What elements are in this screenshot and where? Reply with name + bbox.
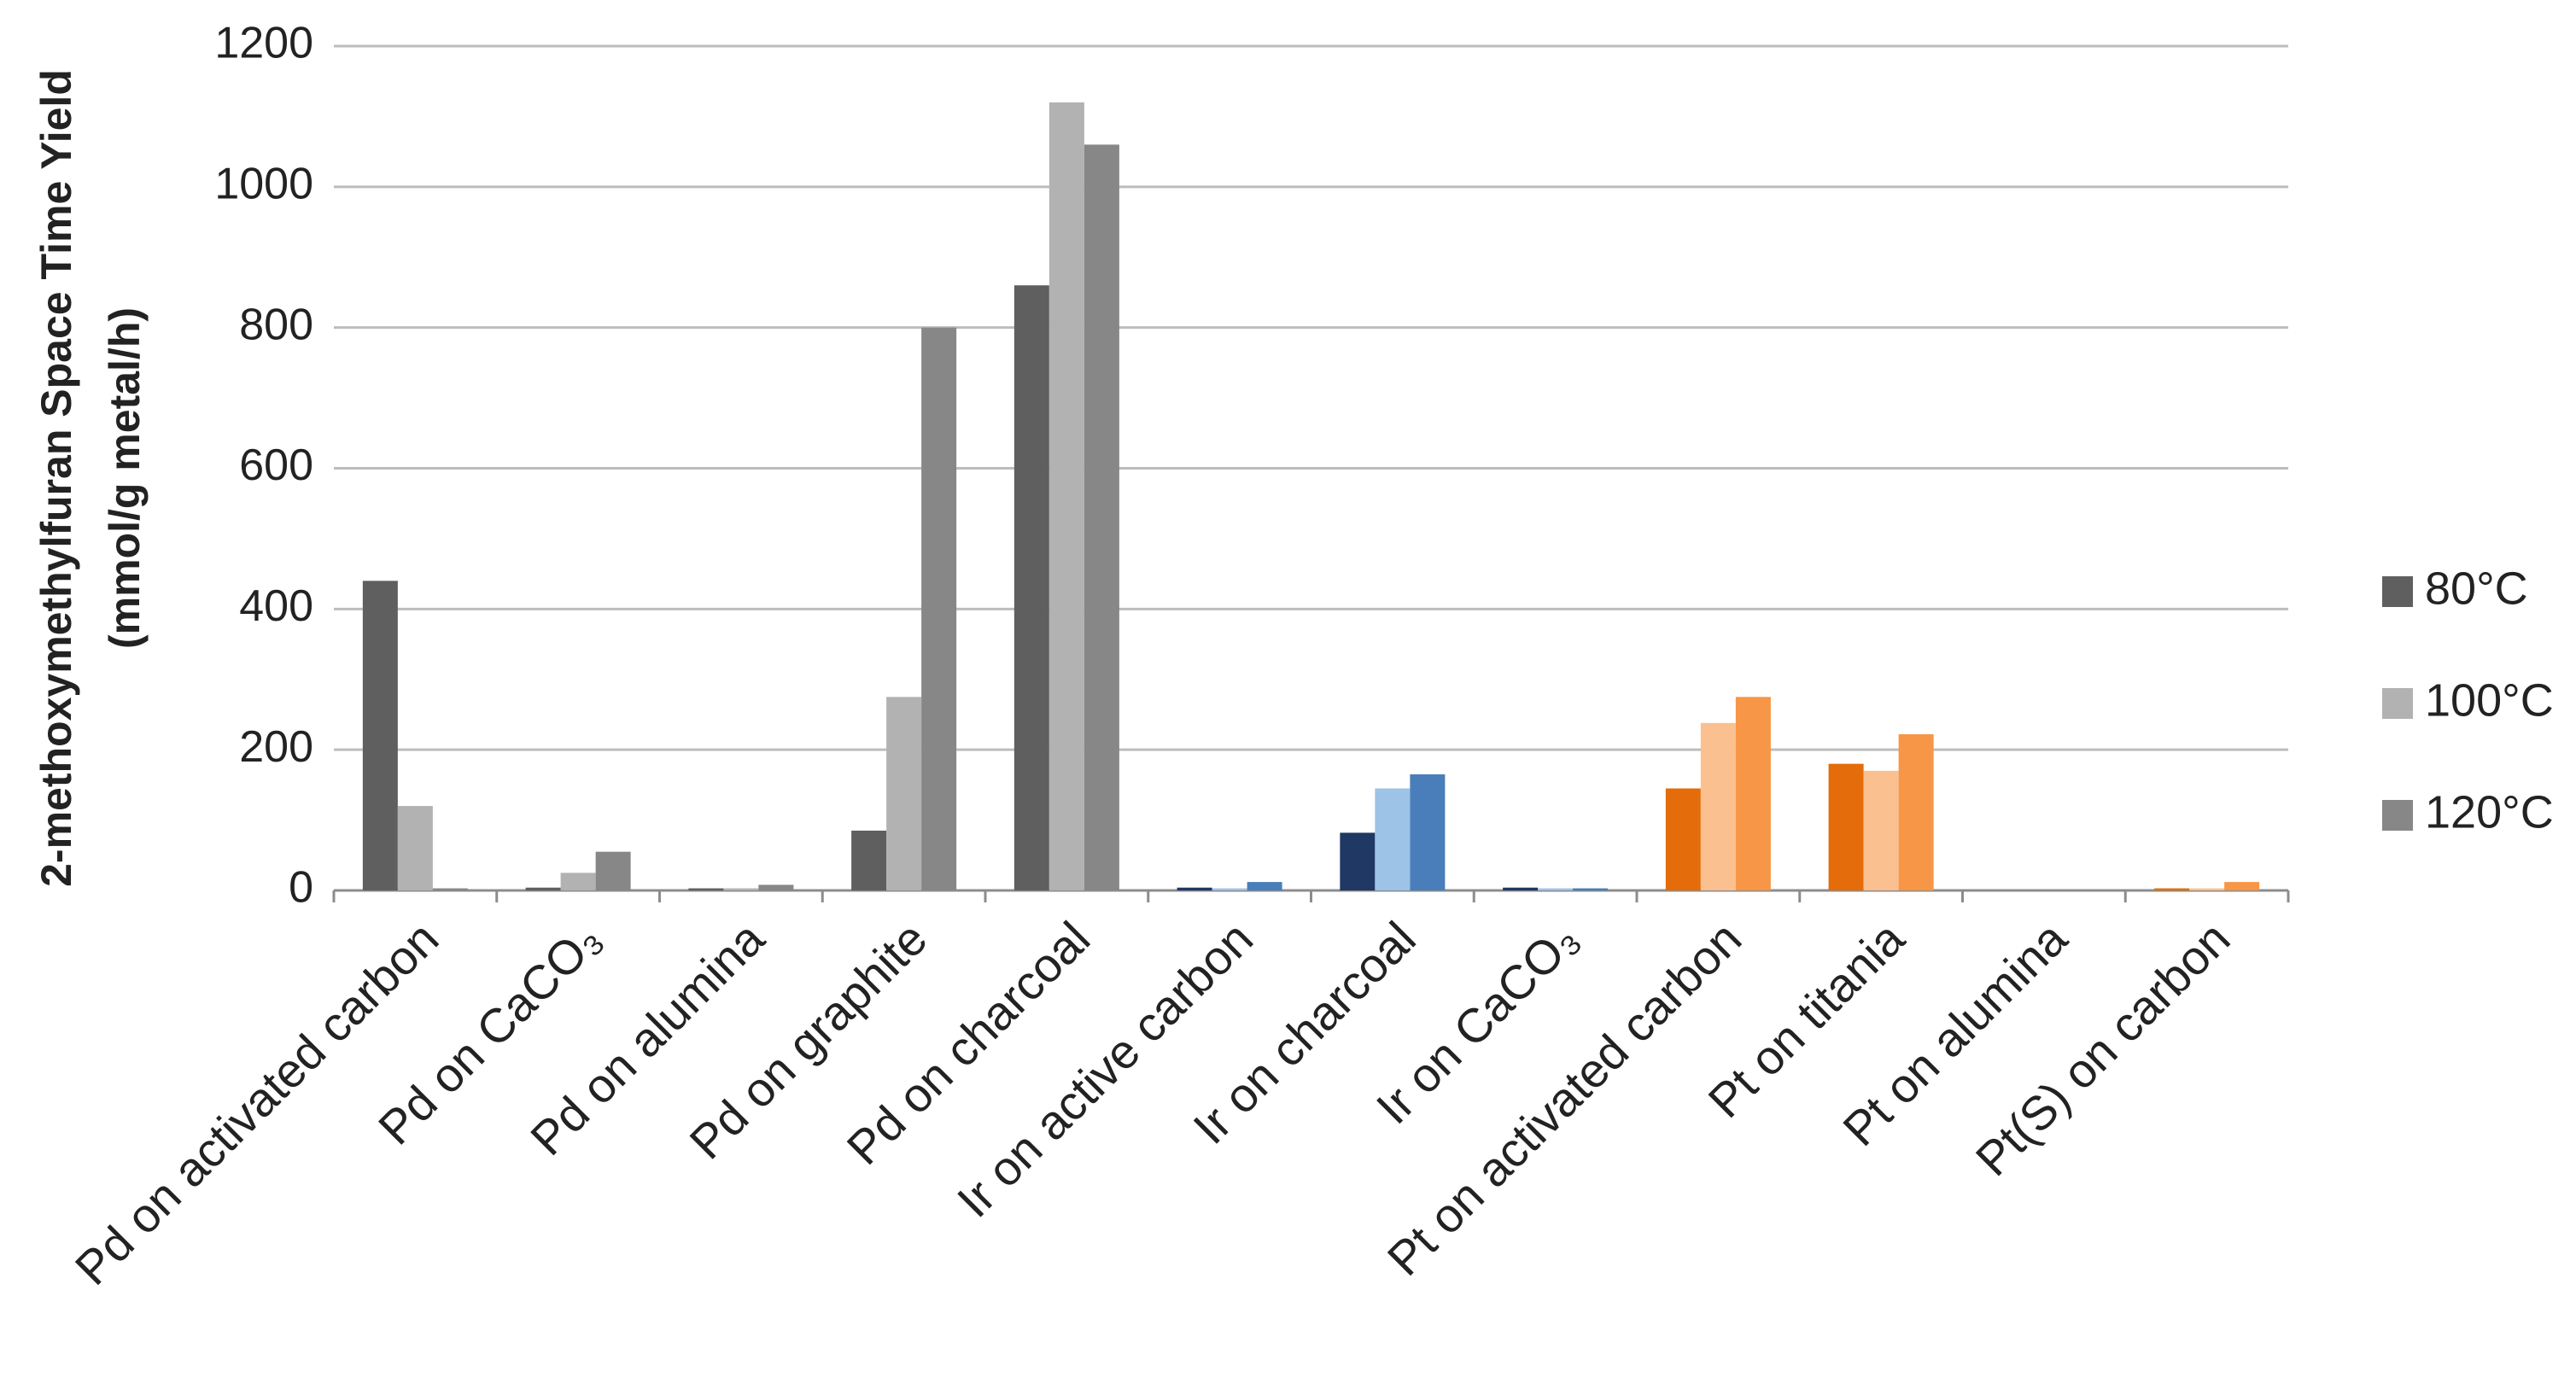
legend-label: 80°C — [2425, 563, 2528, 614]
bar — [1410, 774, 1446, 890]
bar — [1013, 285, 1049, 890]
legend-swatch — [2382, 576, 2413, 607]
bar — [397, 806, 433, 890]
y-axis-title: (mmol/g metal/h) — [101, 307, 149, 649]
bar — [2154, 888, 2190, 890]
y-tick-label: 0 — [289, 863, 313, 913]
bar — [1177, 887, 1212, 890]
bar — [1212, 888, 1247, 890]
bar — [1573, 888, 1609, 890]
y-tick-label: 1000 — [214, 160, 313, 209]
legend-label: 120°C — [2425, 786, 2554, 838]
bar — [851, 830, 887, 890]
bar — [1049, 102, 1084, 890]
y-tick-label: 600 — [239, 441, 313, 490]
bar — [1828, 763, 1864, 890]
bar — [723, 888, 759, 890]
bar — [1863, 770, 1899, 890]
bar — [525, 887, 561, 890]
bar — [1247, 882, 1282, 890]
bar — [758, 884, 794, 890]
bar — [432, 888, 468, 890]
bar — [362, 581, 398, 890]
y-tick-label: 200 — [239, 722, 313, 772]
bar — [595, 851, 631, 890]
legend-swatch — [2382, 800, 2413, 831]
y-tick-label: 1200 — [214, 19, 313, 68]
legend-label: 100°C — [2425, 674, 2554, 726]
bar — [1375, 788, 1411, 890]
y-tick-label: 400 — [239, 581, 313, 631]
bar — [1700, 722, 1736, 890]
bar — [1735, 697, 1771, 890]
bar — [688, 888, 724, 890]
x-tick-label: Ir on active carbon — [947, 911, 1263, 1227]
y-axis-title: 2-methoxymethylfuran Space Time Yield — [32, 69, 80, 887]
bar — [1503, 887, 1539, 890]
bar — [1898, 734, 1934, 890]
bar — [1538, 888, 1574, 890]
y-tick-label: 800 — [239, 300, 313, 349]
bar — [1084, 144, 1119, 891]
legend-swatch — [2382, 688, 2413, 719]
bar — [2189, 888, 2225, 890]
bar — [1665, 788, 1701, 890]
bar — [921, 327, 957, 891]
bar — [1340, 832, 1376, 890]
bar — [886, 697, 922, 890]
bar — [560, 873, 596, 890]
bar — [2224, 882, 2260, 890]
